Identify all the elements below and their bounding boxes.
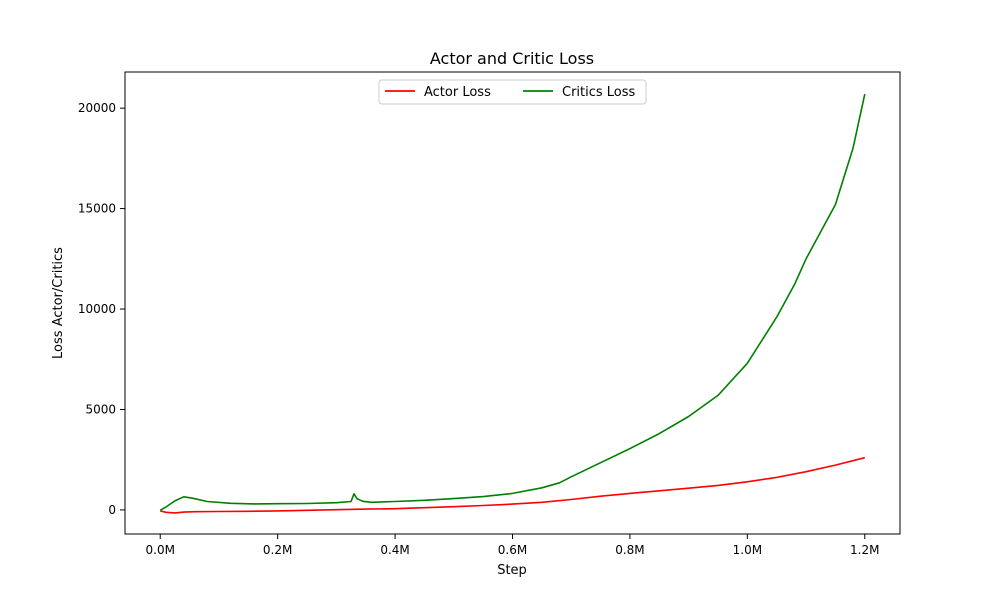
x-tick-label: 1.0M: [733, 543, 762, 557]
critics-loss-line: [159, 93, 866, 511]
y-tick-label: 5000: [85, 402, 116, 416]
legend-label-actor-loss: Actor Loss: [424, 85, 491, 100]
y-tick-label: 0: [108, 503, 116, 517]
y-tick-label: 10000: [78, 302, 116, 316]
plot-area: [159, 93, 866, 514]
legend-box: [378, 79, 647, 105]
y-tick-label: 15000: [78, 202, 116, 216]
x-tick-label: 0.8M: [615, 543, 644, 557]
legend: Actor Loss Critics Loss: [378, 79, 647, 105]
y-axis-label: Loss Actor/Critics: [51, 247, 66, 359]
y-axis: 0 5000 10000 15000 20000: [78, 101, 125, 517]
x-tick-label: 1.2M: [850, 543, 879, 557]
legend-label-critics-loss: Critics Loss: [562, 85, 636, 100]
x-tick-label: 0.0M: [146, 543, 175, 557]
plot-frame: [124, 71, 901, 535]
x-tick-label: 0.2M: [263, 543, 292, 557]
actor-loss-line: [160, 456, 865, 514]
x-tick-label: 0.6M: [498, 543, 527, 557]
x-axis: 0.0M 0.2M 0.4M 0.6M 0.8M 1.0M 1.2M: [146, 534, 879, 557]
y-tick-label: 20000: [78, 101, 116, 115]
chart-title: Actor and Critic Loss: [430, 49, 594, 68]
x-axis-label: Step: [497, 563, 527, 578]
x-tick-label: 0.4M: [380, 543, 409, 557]
